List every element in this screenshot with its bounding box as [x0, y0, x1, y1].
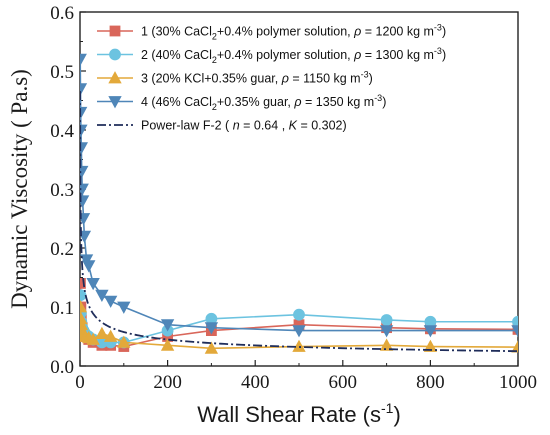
legend-label: 4 (46% CaCl2+0.35% guar, ρ = 1350 kg m-3… [141, 93, 386, 112]
data-point [86, 278, 100, 291]
legend-item-5: Power-law F-2 ( n = 0.64 , K = 0.302) [97, 119, 347, 133]
y-tick-label: 0.4 [50, 121, 74, 142]
data-point [293, 308, 305, 321]
y-tick-label: 0.1 [50, 298, 74, 319]
y-tick-label: 0.2 [50, 239, 74, 260]
x-tick-label: 800 [416, 372, 445, 393]
data-point [103, 295, 118, 308]
data-point [423, 325, 438, 338]
data-point [511, 340, 518, 353]
x-tick-label: 400 [241, 372, 270, 393]
data-point [80, 53, 87, 67]
x-tick-label: 1000 [499, 372, 537, 393]
legend-marker [108, 71, 122, 84]
data-point [103, 329, 118, 342]
data-point [80, 277, 86, 289]
data-point [117, 335, 131, 348]
legend-marker [109, 25, 121, 37]
legend-label: Power-law F-2 ( n = 0.64 , K = 0.302) [141, 119, 347, 133]
data-point [292, 325, 306, 338]
y-axis-title: Dynamic Viscosity ( Pa.s) [7, 69, 32, 309]
series-3 [80, 300, 518, 354]
legend-label: 2 (40% CaCl2+0.4% polymer solution, ρ = … [141, 46, 446, 65]
data-point [80, 106, 88, 120]
data-point [204, 341, 219, 354]
plot-area [79, 11, 519, 367]
data-point [160, 338, 175, 351]
legend-label: 1 (30% CaCl2+0.4% polymer solution, ρ = … [141, 23, 446, 42]
data-point [80, 142, 88, 155]
x-axis-title: Wall Shear Rate (s-1) [197, 400, 401, 427]
data-point [80, 124, 88, 137]
data-point [95, 326, 109, 339]
data-point [80, 300, 88, 313]
legend-marker [108, 96, 122, 109]
x-tick-label: 0 [75, 372, 85, 393]
data-point [423, 339, 438, 352]
legend: 1 (30% CaCl2+0.4% polymer solution, ρ = … [97, 23, 446, 133]
data-point [80, 254, 94, 267]
x-tick-label: 200 [153, 372, 182, 393]
legend-marker [109, 48, 121, 61]
legend-item-4: 4 (46% CaCl2+0.35% guar, ρ = 1350 kg m-3… [97, 93, 386, 112]
data-point [379, 338, 394, 351]
data-point [117, 301, 131, 314]
data-point [379, 325, 394, 338]
legend-item-1: 1 (30% CaCl2+0.4% polymer solution, ρ = … [97, 23, 446, 42]
y-tick-label: 0.6 [50, 3, 74, 24]
data-point [511, 325, 518, 338]
y-tick-label: 0.5 [50, 62, 74, 83]
legend-item-2: 2 (40% CaCl2+0.4% polymer solution, ρ = … [97, 46, 446, 65]
data-point [80, 183, 89, 196]
data-point [80, 195, 90, 208]
data-point [160, 319, 175, 332]
data-point [380, 314, 393, 326]
data-point [80, 165, 89, 179]
data-point [80, 230, 92, 244]
data-point [86, 332, 100, 345]
data-point [512, 315, 518, 328]
y-tick-label: 0.0 [50, 357, 74, 378]
series-layer [80, 53, 518, 354]
axis-ticks: 0 200 400 600 800 1000 0.0 0.1 0.2 0.3 0.4 0.5 0.6 [50, 3, 537, 393]
data-point [80, 83, 88, 96]
legend-item-3: 3 (20% KCl+0.35% guar, ρ = 1150 kg m-3) [97, 70, 373, 86]
legend-label: 3 (20% KCl+0.35% guar, ρ = 1150 kg m-3) [141, 70, 373, 86]
y-tick-label: 0.3 [50, 180, 74, 201]
series-5 [80, 91, 518, 353]
x-tick-label: 600 [329, 372, 358, 393]
power-law-line [80, 91, 518, 353]
data-point [204, 322, 219, 335]
data-point [82, 260, 96, 273]
